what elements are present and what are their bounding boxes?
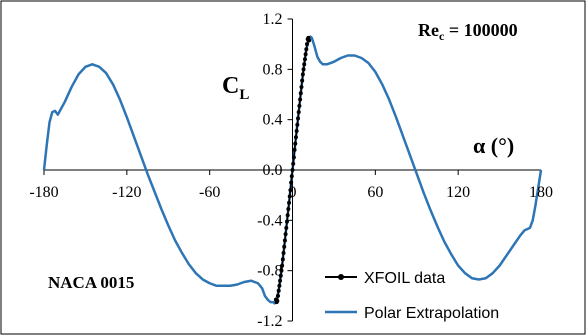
- x-tick-label: 180: [529, 184, 553, 201]
- reynolds-value: = 100000: [444, 20, 517, 40]
- legend-extrapolation-label: Polar Extrapolation: [364, 305, 499, 322]
- y-tick-label: -0.4: [257, 212, 282, 229]
- airfoil-annotation: NACA 0015: [48, 273, 134, 292]
- xfoil-data-point: [305, 42, 309, 47]
- xfoil-data-point: [286, 207, 291, 212]
- xfoil-data-point: [298, 91, 303, 96]
- y-axis-title-main: C: [222, 73, 239, 99]
- xfoil-data-point: [289, 174, 294, 179]
- legend: XFOIL data Polar Extrapolation: [325, 270, 499, 322]
- xfoil-data-point: [295, 122, 300, 127]
- x-tick-label: -180: [29, 184, 58, 201]
- xfoil-data-point: [307, 38, 312, 43]
- xfoil-data-point: [282, 238, 287, 243]
- y-tick-label: 0.8: [263, 61, 283, 78]
- xfoil-data-point: [278, 278, 283, 283]
- xfoil-data-point: [300, 78, 305, 83]
- xfoil-data-point: [288, 188, 293, 193]
- xfoil-data-point: [303, 52, 308, 57]
- y-tick-label: 0.4: [263, 112, 283, 129]
- xfoil-data-point: [293, 141, 298, 146]
- xfoil-data-point: [276, 293, 280, 298]
- x-tick-label: 0: [289, 184, 297, 201]
- xfoil-data-point: [281, 251, 286, 256]
- x-tick-label: -120: [112, 184, 141, 201]
- xfoil-data-point: [301, 67, 306, 72]
- xfoil-data-point: [292, 147, 297, 152]
- xfoil-data-point: [300, 72, 305, 77]
- xfoil-data-point: [277, 283, 282, 288]
- xfoil-data-point: [284, 219, 289, 224]
- xfoil-data-point: [287, 194, 292, 199]
- xfoil-data-point: [304, 47, 309, 52]
- y-axis-title: CL: [222, 73, 249, 103]
- reynolds-annotation: Rec = 100000: [418, 20, 518, 43]
- reynolds-subscript: c: [439, 29, 445, 43]
- x-tick-label: 120: [446, 184, 470, 201]
- x-tick-label: -60: [199, 184, 220, 201]
- series-group: [42, 35, 543, 305]
- xfoil-data-point: [299, 84, 304, 89]
- xfoil-data-point: [294, 128, 299, 133]
- legend-xfoil-label: XFOIL data: [364, 270, 445, 287]
- xfoil-data-point: [284, 225, 289, 230]
- xfoil-data-point: [283, 232, 288, 237]
- xfoil-data-point: [296, 116, 301, 121]
- xfoil-data-point: [285, 213, 290, 218]
- xfoil-data-point: [278, 273, 283, 278]
- xfoil-data-point: [297, 103, 302, 108]
- xfoil-data-point: [291, 155, 296, 160]
- xfoil-data-point: [296, 110, 301, 115]
- xfoil-data-point: [282, 244, 287, 249]
- xfoil-data-point: [302, 57, 307, 62]
- xfoil-data-point: [302, 62, 307, 67]
- xfoil-data-point: [298, 97, 303, 102]
- legend-xfoil-marker: [338, 274, 344, 280]
- tick-labels-group: -180 -120 -60 0 60 120 180 -1.2 -0.8 -0.4 0.0 0.4 0.…: [29, 11, 553, 330]
- x-tick-label: 60: [367, 184, 383, 201]
- xfoil-data-point: [279, 268, 284, 273]
- xfoil-data-point: [280, 263, 285, 268]
- xfoil-data-point: [291, 161, 296, 166]
- xfoil-data-point: [275, 298, 280, 303]
- x-axis-title: α (°): [473, 133, 514, 158]
- xfoil-data-point: [289, 180, 294, 185]
- y-axis-title-subscript: L: [239, 87, 249, 103]
- xfoil-data-point: [290, 168, 295, 172]
- xfoil-data-point: [287, 200, 292, 205]
- y-tick-label: 0.0: [263, 162, 283, 179]
- reynolds-main: Re: [418, 20, 439, 40]
- xfoil-data-point: [276, 288, 281, 293]
- xfoil-data-point: [280, 257, 285, 262]
- xfoil-data-point: [293, 135, 298, 140]
- y-tick-label: -0.8: [257, 263, 282, 280]
- y-tick-label: -1.2: [257, 313, 282, 330]
- y-tick-label: 1.2: [263, 11, 283, 28]
